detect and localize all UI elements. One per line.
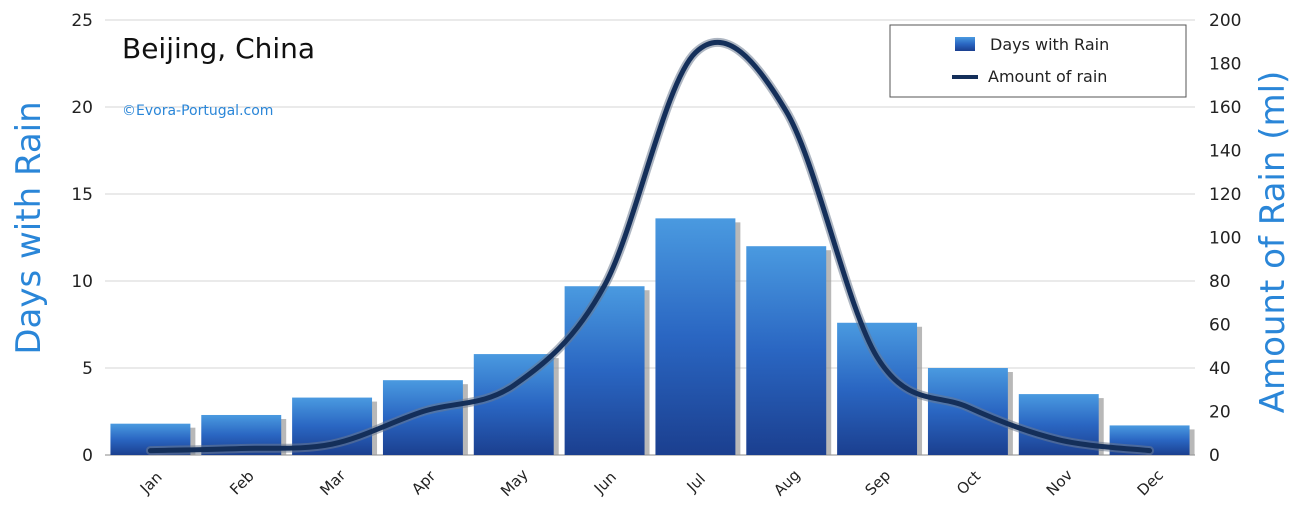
credit-text: ©Evora-Portugal.com	[122, 103, 273, 119]
x-tick-label: Nov	[1043, 466, 1077, 500]
right-tick-label: 100	[1209, 229, 1241, 249]
rain-line-path	[147, 39, 1153, 454]
left-tick-label: 20	[71, 98, 93, 118]
left-tick-label: 0	[82, 446, 93, 466]
chart-title: Beijing, China	[122, 32, 315, 65]
right-tick-label: 60	[1209, 316, 1231, 336]
left-axis-ticks: 0 5 10 15 20 25	[71, 11, 93, 466]
right-axis-ticks: 0 20 40 60 80 100 120 140 160 180 200	[1209, 11, 1241, 466]
x-tick-label: Sep	[861, 466, 894, 499]
x-axis-ticks: Jan Feb Mar Apr May Jun Jul Aug Sep Oct Nov Dec	[136, 465, 1167, 500]
x-tick-label: Mar	[316, 466, 349, 499]
right-tick-label: 200	[1209, 11, 1241, 31]
left-tick-label: 25	[71, 11, 93, 31]
x-tick-label: Aug	[770, 466, 803, 499]
right-tick-label: 20	[1209, 403, 1231, 423]
x-tick-label: Dec	[1134, 466, 1167, 499]
x-tick-label: Jan	[136, 468, 166, 498]
right-tick-label: 80	[1209, 272, 1231, 292]
left-tick-label: 10	[71, 272, 93, 292]
right-axis-title: Amount of Rain (ml)	[1253, 71, 1293, 414]
bar	[746, 246, 827, 455]
x-tick-label: Jun	[590, 468, 620, 498]
rain-line	[145, 37, 1155, 456]
right-tick-label: 0	[1209, 446, 1220, 466]
legend-bar-label: Days with Rain	[990, 35, 1109, 54]
right-tick-label: 140	[1209, 142, 1241, 162]
legend-line-label: Amount of rain	[988, 67, 1107, 86]
grid	[105, 19, 1195, 456]
right-tick-label: 180	[1209, 55, 1241, 75]
x-tick-label: Oct	[953, 467, 984, 498]
left-axis-title: Days with Rain	[9, 101, 49, 354]
bar	[655, 218, 736, 455]
right-tick-label: 40	[1209, 359, 1231, 379]
legend: Days with Rain Amount of rain	[889, 24, 1187, 98]
left-tick-label: 15	[71, 185, 93, 205]
bars	[110, 218, 1195, 455]
legend-box	[889, 24, 1187, 98]
x-tick-label: Apr	[408, 467, 440, 499]
x-tick-label: Feb	[226, 467, 258, 499]
x-tick-label: Jul	[683, 470, 709, 496]
x-tick-label: May	[497, 465, 532, 500]
right-tick-label: 120	[1209, 185, 1241, 205]
left-tick-label: 5	[82, 359, 93, 379]
legend-bar-swatch	[955, 37, 975, 51]
bar	[564, 286, 645, 455]
right-tick-label: 160	[1209, 98, 1241, 118]
